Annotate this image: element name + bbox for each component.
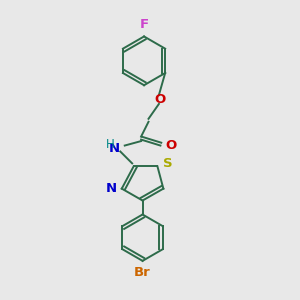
Text: Br: Br (134, 266, 151, 279)
Text: O: O (155, 93, 166, 106)
Text: H: H (106, 138, 114, 152)
Text: N: N (109, 142, 120, 155)
Text: N: N (105, 182, 116, 195)
Text: O: O (166, 139, 177, 152)
Text: S: S (163, 158, 172, 170)
Text: F: F (140, 18, 148, 31)
